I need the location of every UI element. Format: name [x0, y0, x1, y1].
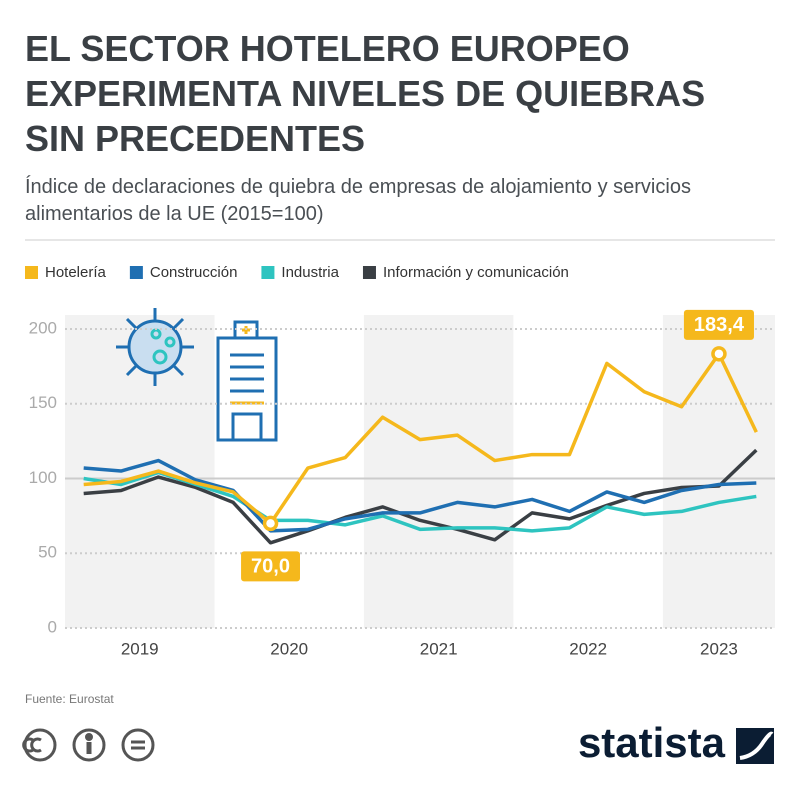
logo-wave — [739, 731, 774, 760]
highlight-marker — [711, 346, 727, 362]
nd-glyph — [131, 740, 145, 750]
virus-dot — [152, 349, 168, 365]
value-label: 183,4 — [683, 309, 754, 340]
by-icon — [72, 728, 106, 762]
x-tick-label: 2023 — [700, 639, 738, 658]
series-line — [83, 352, 758, 526]
legend-label: Información y comunicación — [383, 264, 569, 281]
legend-label: Hotelería — [45, 264, 107, 281]
x-tick-label: 2020 — [270, 639, 308, 658]
nd-icon — [121, 728, 155, 762]
y-tick-label: 150 — [29, 393, 57, 412]
value-label-box — [241, 551, 300, 582]
subtitle: Índice de declaraciones de quiebra de em… — [25, 176, 691, 225]
cc-icon — [23, 728, 57, 762]
series-line — [83, 448, 758, 545]
by-head — [85, 733, 93, 741]
legend-label: Construcción — [150, 264, 238, 281]
virus-dot — [164, 336, 176, 348]
logo: statista — [578, 719, 726, 766]
license-icons — [22, 728, 155, 762]
cc-glyph — [22, 737, 42, 753]
y-tick-label: 100 — [29, 468, 57, 487]
icons — [116, 308, 278, 442]
series-line — [83, 458, 757, 533]
legend-swatch — [129, 266, 143, 279]
value-label-text: 70,0 — [251, 556, 290, 578]
y-tick-label: 0 — [48, 617, 57, 636]
hotel-windows — [230, 353, 264, 393]
legend-swatch — [25, 266, 38, 279]
virus-spikes — [116, 308, 194, 386]
highlight-marker — [262, 515, 279, 532]
value-label-text: 183,4 — [694, 314, 745, 336]
legend-swatch — [261, 266, 275, 279]
x-tick-label: 2021 — [420, 639, 458, 658]
hotel-icon — [216, 336, 278, 442]
year-band — [363, 315, 514, 628]
title: EL SECTOR HOTELERO EUROPEO EXPERIMENTA N… — [25, 28, 706, 159]
legend-label: Industria — [281, 264, 339, 281]
y-tick-label: 200 — [29, 318, 57, 337]
x-tick-label: 2022 — [569, 639, 607, 658]
x-tick-label: 2019 — [121, 639, 159, 658]
source: Fuente: Eurostat — [25, 692, 114, 706]
y-tick-label: 50 — [38, 543, 57, 562]
hotel-door — [231, 412, 263, 442]
year-band — [662, 315, 775, 628]
value-label: 70,0 — [241, 551, 300, 582]
legend-swatch — [362, 266, 376, 279]
value-label-box — [683, 309, 754, 340]
